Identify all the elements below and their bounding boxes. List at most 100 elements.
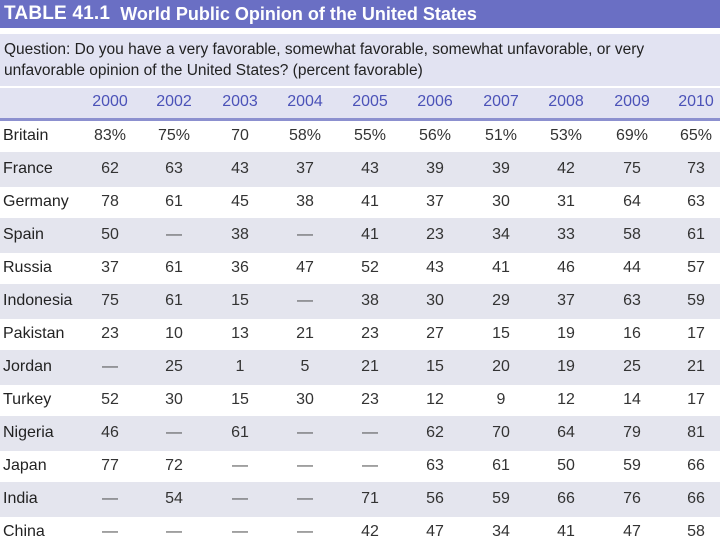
- table-cell: 81: [687, 424, 705, 441]
- table-cell: 36: [231, 259, 249, 276]
- table-cell: 21: [687, 358, 705, 375]
- table-cell: 43: [231, 160, 249, 177]
- table-cell: 61: [165, 193, 183, 210]
- table-cell: 17: [687, 325, 705, 342]
- year-header-2008: 2008: [548, 93, 584, 110]
- table-cell: 19: [557, 325, 575, 342]
- table-cell: —: [166, 523, 182, 540]
- table-cell: 66: [557, 490, 575, 507]
- table-cell: 63: [426, 457, 444, 474]
- table-cell: 59: [623, 457, 641, 474]
- table-cell: 83%: [93, 127, 127, 144]
- table-cell: 65%: [679, 127, 713, 144]
- table-cell: 63: [687, 193, 705, 210]
- question-box: Question: Do you have a very favorable, …: [0, 34, 720, 86]
- table-cell: 23: [361, 391, 379, 408]
- table-cell: 37: [557, 292, 575, 309]
- table-cell: 30: [165, 391, 183, 408]
- table-cell: 41: [361, 226, 379, 243]
- year-header-2006: 2006: [417, 93, 453, 110]
- table-cell: 46: [101, 424, 119, 441]
- table-cell: 75: [623, 160, 641, 177]
- table-cell: 43: [426, 259, 444, 276]
- table-cell: 57: [687, 259, 705, 276]
- table-cell: —: [297, 457, 313, 474]
- table-cell: 15: [231, 391, 249, 408]
- table-cell: 78: [101, 193, 119, 210]
- table-cell: —: [102, 358, 118, 375]
- table-row: Pakistan 23 10 13 21 23 27 15 19 16 17: [0, 319, 720, 352]
- table-cell: 31: [557, 193, 575, 210]
- table-cell: —: [362, 424, 378, 441]
- country-label: Britain: [3, 127, 49, 144]
- table-cell: 12: [426, 391, 444, 408]
- table-cell: 62: [101, 160, 119, 177]
- year-header-2004: 2004: [287, 93, 323, 110]
- table-cell: 63: [623, 292, 641, 309]
- table-cell: 15: [231, 292, 249, 309]
- table-cell: 54: [165, 490, 183, 507]
- table-cell: 43: [361, 160, 379, 177]
- country-label: Jordan: [3, 358, 52, 375]
- table-cell: —: [102, 490, 118, 507]
- table-cell: —: [232, 523, 248, 540]
- table-cell: 75%: [157, 127, 191, 144]
- table-cell: —: [232, 457, 248, 474]
- table-cell: —: [297, 490, 313, 507]
- table-cell: 62: [426, 424, 444, 441]
- table-cell: 42: [361, 523, 379, 540]
- table-cell: 63: [165, 160, 183, 177]
- country-label: Spain: [3, 226, 44, 243]
- table-row: India — 54 — — 71 56 59 66 76 66: [0, 484, 720, 517]
- table-cell: 34: [492, 226, 510, 243]
- country-label: Indonesia: [3, 292, 73, 309]
- table-cell: 21: [361, 358, 379, 375]
- table-cell: —: [102, 523, 118, 540]
- table-cell: 66: [687, 457, 705, 474]
- table-cell: 46: [557, 259, 575, 276]
- table-cell: 61: [231, 424, 249, 441]
- year-header-2000: 2000: [92, 93, 128, 110]
- table-cell: 61: [165, 259, 183, 276]
- table-cell: 71: [361, 490, 379, 507]
- table-cell: 41: [361, 193, 379, 210]
- table-cell: 55%: [353, 127, 387, 144]
- year-header-2005: 2005: [352, 93, 388, 110]
- year-header-row: 2000 2002 2003 2004 2005 2006 2007 2008 2009 2010: [0, 88, 720, 121]
- table-cell: 29: [492, 292, 510, 309]
- table-cell: 14: [623, 391, 641, 408]
- table-cell: —: [166, 424, 182, 441]
- table-cell: 61: [687, 226, 705, 243]
- table-cell: 38: [361, 292, 379, 309]
- table-row: Germany 78 61 45 38 41 37 30 31 64 63: [0, 187, 720, 220]
- table-row: Nigeria 46 — 61 — — 62 70 64 79 81: [0, 418, 720, 451]
- table-cell: 47: [426, 523, 444, 540]
- table-cell: 12: [557, 391, 575, 408]
- country-label: Nigeria: [3, 424, 54, 441]
- table-cell: 23: [361, 325, 379, 342]
- table-cell: 72: [165, 457, 183, 474]
- table-row: Turkey 52 30 15 30 23 12 9 12 14 17: [0, 385, 720, 418]
- table-cell: 64: [557, 424, 575, 441]
- table-title-bar: TABLE 41.1 World Public Opinion of the U…: [0, 0, 720, 28]
- country-label: France: [3, 160, 53, 177]
- table-cell: —: [362, 457, 378, 474]
- table-cell: 61: [492, 457, 510, 474]
- table-cell: 45: [231, 193, 249, 210]
- table-cell: 44: [623, 259, 641, 276]
- country-label: Turkey: [3, 391, 52, 408]
- table-cell: 53%: [549, 127, 583, 144]
- table-cell: 23: [426, 226, 444, 243]
- table-cell: 50: [557, 457, 575, 474]
- survey-question: Question: Do you have a very favorable, …: [4, 41, 645, 79]
- table-cell: 75: [101, 292, 119, 309]
- table-row: China — — — — 42 47 34 41 47 58: [0, 517, 720, 540]
- table-cell: 19: [557, 358, 575, 375]
- table-cell: 33: [557, 226, 575, 243]
- table-title: World Public Opinion of the United State…: [120, 3, 477, 24]
- table-cell: —: [232, 490, 248, 507]
- table-cell: 17: [687, 391, 705, 408]
- table-cell: 16: [623, 325, 641, 342]
- table-cell: 38: [231, 226, 249, 243]
- table-row: Jordan —25 1 5 21 15 20 19 25 21: [0, 352, 720, 385]
